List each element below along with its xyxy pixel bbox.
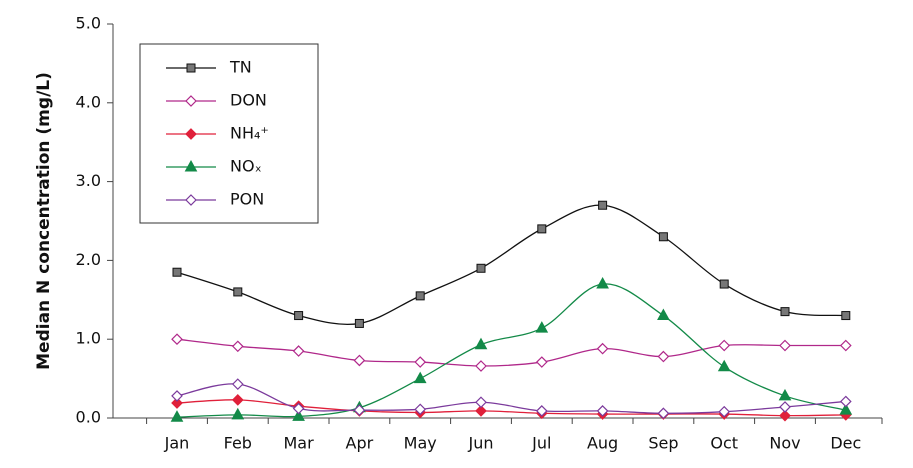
y-tick-label: 4.0 (76, 92, 101, 111)
marker (718, 405, 731, 418)
marker (475, 405, 487, 417)
marker (414, 403, 427, 416)
marker (596, 277, 609, 289)
marker (172, 267, 182, 277)
x-tick-label: Oct (710, 434, 738, 453)
y-tick-label: 2.0 (76, 250, 101, 269)
marker (717, 359, 731, 372)
legend-label: PON (230, 190, 264, 209)
marker (233, 287, 243, 297)
x-tick-label: Apr (346, 434, 374, 453)
legend-label: NH₄⁺ (230, 124, 269, 143)
marker (839, 339, 852, 352)
legend-marker (185, 128, 197, 140)
series-line (176, 283, 846, 418)
marker (354, 318, 364, 328)
marker (294, 311, 304, 321)
marker (596, 342, 609, 355)
y-tick-label: 0.0 (76, 408, 101, 427)
legend-marker (184, 159, 198, 172)
legend-label: NOₓ (230, 157, 262, 176)
marker (171, 397, 183, 409)
marker (170, 410, 184, 422)
marker (839, 403, 853, 415)
marker (292, 345, 305, 357)
x-tick-label: Jul (531, 434, 551, 453)
marker (657, 350, 670, 363)
marker (231, 407, 245, 420)
marker (718, 339, 731, 352)
y-tick-label: 5.0 (76, 14, 101, 33)
series-line (176, 338, 846, 367)
x-tick-label: Feb (224, 434, 252, 453)
legend-marker (186, 63, 196, 73)
marker (414, 356, 427, 368)
marker (292, 402, 305, 415)
marker (779, 401, 791, 413)
marker (353, 404, 366, 416)
marker (171, 333, 183, 346)
marker (719, 279, 729, 289)
marker (598, 200, 608, 210)
marker (231, 378, 244, 390)
marker (171, 390, 183, 402)
marker (535, 405, 548, 417)
marker (231, 340, 244, 353)
marker (658, 232, 668, 242)
y-tick-label: 1.0 (76, 329, 101, 348)
y-tick-label: 3.0 (76, 171, 101, 190)
marker (537, 224, 547, 234)
series-line (176, 383, 846, 414)
marker (657, 308, 670, 321)
marker (779, 409, 791, 422)
series-line (176, 399, 846, 417)
marker (596, 405, 609, 417)
marker (475, 360, 487, 372)
marker (474, 337, 488, 350)
x-tick-label: Jan (164, 434, 190, 453)
x-tick-label: Nov (769, 434, 800, 453)
x-tick-label: Jun (468, 434, 494, 453)
marker (839, 395, 852, 408)
x-tick-label: Sep (648, 434, 678, 453)
marker (779, 339, 791, 352)
legend: TN DON NH₄⁺ NOₓ PON (139, 43, 319, 224)
marker (778, 388, 792, 401)
marker (476, 263, 486, 273)
marker (415, 291, 425, 301)
legend-label: TN (229, 58, 252, 77)
marker (657, 407, 670, 420)
marker (535, 356, 548, 368)
x-tick-label: Mar (284, 434, 315, 453)
x-tick-label: Dec (830, 434, 861, 453)
marker (353, 354, 366, 367)
marker (535, 321, 549, 333)
legend-marker (185, 194, 197, 206)
marker (841, 311, 851, 321)
marker (780, 307, 790, 317)
legend-label: DON (230, 91, 267, 110)
marker (475, 396, 487, 409)
marker (231, 394, 244, 406)
marker (292, 409, 305, 421)
y-axis-label: Median N concentration (mg/L) (34, 72, 54, 370)
x-tick-label: Aug (587, 434, 618, 453)
legend-marker (185, 95, 197, 107)
marker (413, 371, 427, 384)
x-tick-label: May (404, 434, 437, 453)
